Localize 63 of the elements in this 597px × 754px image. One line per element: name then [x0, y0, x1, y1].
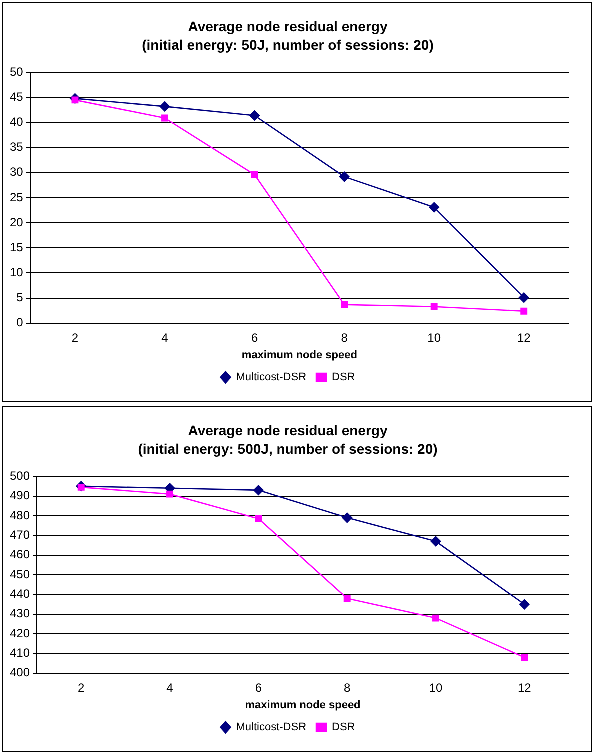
point	[520, 308, 528, 315]
x-tick-label: 12	[517, 330, 532, 345]
y-tick-label: 25	[10, 190, 24, 204]
point	[432, 614, 440, 622]
y-tick-label: 500	[10, 468, 30, 483]
y-tick-label: 5	[16, 290, 24, 305]
point	[254, 485, 264, 496]
point	[250, 110, 260, 121]
y-tick-label: 400	[10, 666, 30, 680]
y-tick-label: 40	[10, 115, 24, 130]
y-tick-label: 35	[10, 140, 24, 154]
x-tick-label: 10	[428, 330, 442, 345]
point	[429, 202, 440, 213]
y-tick-label: 420	[10, 626, 30, 640]
y-tick-label: 450	[10, 567, 30, 582]
legend-label: DSR	[332, 372, 356, 384]
y-tick-label: 440	[10, 586, 30, 601]
y-tick-label: 470	[10, 528, 30, 542]
point	[162, 114, 168, 122]
x-tick-label: 2	[78, 680, 86, 695]
legend-label: Multicost-DSR	[236, 372, 307, 384]
y-tick-label: 45	[10, 90, 24, 104]
y-tick-label: 490	[10, 488, 30, 503]
chart-title: Average node residual energy	[188, 18, 388, 34]
y-tick-label: 10	[10, 266, 24, 280]
point	[342, 512, 352, 524]
chart-subtitle: (initial energy: 500J, number of sessions: 20)	[138, 441, 438, 458]
y-tick-label: 30	[10, 165, 24, 180]
point	[251, 171, 258, 178]
y-tick-label: 460	[10, 548, 30, 562]
x-tick-label: 4	[166, 680, 174, 695]
y-tick-label: 480	[10, 508, 30, 522]
point	[521, 654, 528, 662]
y-tick-label: 15	[10, 240, 24, 254]
x-tick-label: 4	[162, 330, 169, 345]
chart-title: Average node residual energy	[188, 422, 388, 438]
y-tick-label: 410	[10, 646, 30, 660]
x-tick-label: 2	[72, 330, 79, 345]
chart-subtitle: (initial energy: 50J, number of sessions: 20)	[142, 37, 434, 54]
point	[339, 172, 350, 182]
point	[166, 490, 174, 498]
x-tick-label: 6	[255, 680, 262, 695]
y-tick-label: 430	[10, 606, 30, 621]
legend-label: Multicost-DSR	[236, 722, 307, 734]
x-axis-title: maximum node speed	[245, 699, 361, 712]
point	[341, 301, 348, 308]
point	[344, 595, 351, 602]
point	[430, 303, 438, 310]
point	[255, 515, 262, 522]
x-tick-label: 8	[344, 680, 351, 695]
y-tick-label: 0	[16, 316, 24, 330]
x-axis-title: maximum node speed	[242, 349, 358, 362]
x-tick-label: 12	[518, 680, 532, 695]
y-tick-label: 20	[10, 215, 24, 230]
x-tick-label: 10	[429, 680, 443, 695]
point	[160, 102, 170, 112]
point	[520, 599, 530, 610]
y-tick-label: 50	[10, 64, 24, 79]
x-tick-label: 8	[341, 330, 348, 345]
x-tick-label: 6	[251, 330, 258, 345]
point	[518, 292, 530, 303]
point	[430, 536, 442, 547]
legend-label: DSR	[332, 722, 356, 734]
